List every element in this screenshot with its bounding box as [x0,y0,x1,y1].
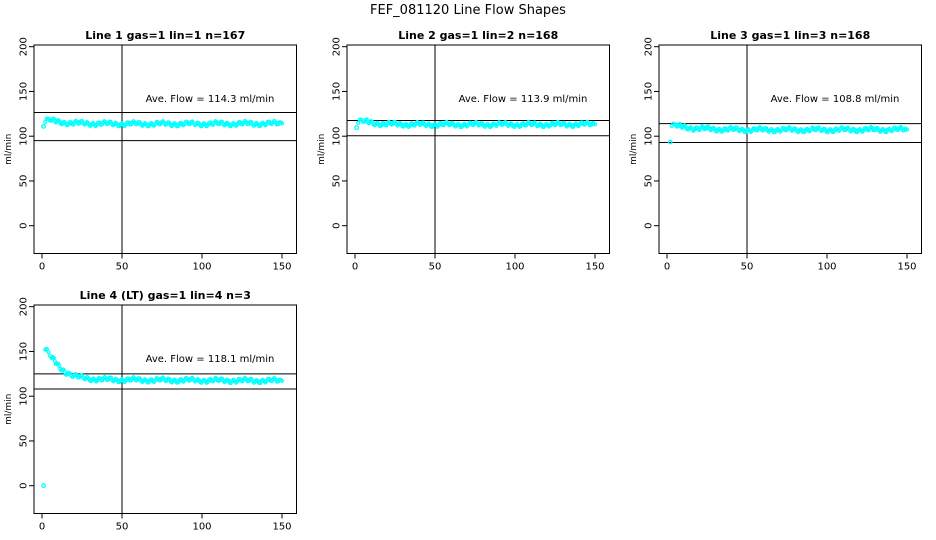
x-tick-label: 150 [585,262,604,273]
panel-plot: Line 1 gas=1 lin=1 n=167 0 50 100 150 0 50 100 1… [4,29,297,273]
y-tick-label: 50 [19,435,30,448]
y-axis-label: ml/min [629,134,639,165]
flow-outlier-point [41,483,47,489]
x-tick-label: 50 [116,522,129,533]
plot-box [33,304,297,514]
panel-title: Line 3 gas=1 lin=3 n=168 [710,29,870,42]
y-tick-label: 0 [332,223,343,229]
x-tick-label: 50 [116,262,129,273]
y-axis-label: ml/min [4,134,14,165]
flow-point [279,378,285,383]
y-tick-label: 50 [332,175,343,188]
x-tick-label: 100 [192,522,211,533]
x-tick-label: 0 [39,262,45,273]
x-tick-label: 0 [39,522,45,533]
y-tick-label: 150 [19,82,30,101]
reference-lines [659,45,922,254]
panel-plot: Line 2 gas=1 lin=2 n=168 0 50 100 150 0 50 100 1… [317,29,610,273]
chart-main-title: FEF_081120 Line Flow Shapes [370,3,566,18]
plot-box [346,44,610,254]
x-tick-label: 100 [817,262,836,273]
ave-flow-annotation: Ave. Flow = 113.9 ml/min [459,94,588,105]
panel-line-2: Line 2 gas=1 lin=2 n=168 0 50 100 150 0 50 100 1… [313,28,623,280]
plot-box [33,44,297,254]
plot-box [658,44,922,254]
data-points [667,121,910,145]
y-tick-label: 200 [19,297,30,316]
y-tick-label: 50 [644,175,655,188]
panel-line-4: Line 4 (LT) gas=1 lin=4 n=3 0 50 100 150 0 50 1… [0,288,310,540]
x-tick-label: 100 [505,262,524,273]
y-tick-label: 100 [644,127,655,146]
ave-flow-annotation: Ave. Flow = 118.1 ml/min [146,354,275,365]
flow-point [44,347,49,352]
panel-line-3: Line 3 gas=1 lin=3 n=168 0 50 100 150 0 50 100 1… [625,28,935,280]
y-tick-label: 0 [19,223,30,229]
flow-point [279,121,285,126]
x-tick-label: 50 [429,262,442,273]
reference-lines [34,45,297,254]
flow-outlier-point [41,123,47,129]
ave-flow-annotation: Ave. Flow = 108.8 ml/min [771,94,900,105]
x-tick-label: 150 [272,522,291,533]
y-axis-label: ml/min [4,394,14,425]
flow-point [46,349,51,355]
y-tick-label: 200 [644,37,655,56]
y-tick-label: 150 [332,82,343,101]
y-tick-label: 50 [19,175,30,188]
panel-title: Line 1 gas=1 lin=1 n=167 [85,29,245,42]
panel-line-1: Line 1 gas=1 lin=1 n=167 0 50 100 150 0 50 100 1… [0,28,310,280]
data-points [41,347,285,489]
x-tick-label: 150 [272,262,291,273]
flow-outlier-point [354,125,360,131]
reference-lines [347,45,610,254]
y-axis-label: ml/min [317,134,327,165]
reference-lines [34,305,297,514]
y-tick-label: 200 [19,37,30,56]
flow-point [356,120,361,125]
y-tick-label: 0 [19,483,30,489]
y-tick-label: 200 [332,37,343,56]
data-points [354,117,598,131]
flow-outlier-point [667,139,673,145]
flow-point [360,119,366,124]
x-tick-label: 150 [897,262,916,273]
flow-point [43,119,48,124]
x-tick-label: 50 [741,262,754,273]
flow-point [904,127,910,132]
panel-plot: Line 4 (LT) gas=1 lin=4 n=3 0 50 100 150 0 50 1… [4,289,297,533]
y-tick-label: 150 [19,342,30,361]
panel-title: Line 2 gas=1 lin=2 n=168 [398,29,558,42]
panel-title: Line 4 (LT) gas=1 lin=4 n=3 [80,289,251,302]
panel-plot: Line 3 gas=1 lin=3 n=168 0 50 100 150 0 50 100 1… [629,29,922,273]
y-tick-label: 100 [19,387,30,406]
y-tick-label: 100 [19,127,30,146]
x-tick-label: 0 [664,262,670,273]
x-tick-label: 100 [192,262,211,273]
flow-point [56,363,62,368]
y-tick-label: 100 [332,127,343,146]
data-points [41,116,285,129]
ave-flow-annotation: Ave. Flow = 114.3 ml/min [146,94,275,105]
y-tick-label: 0 [644,223,655,229]
y-tick-label: 150 [644,82,655,101]
x-tick-label: 0 [352,262,358,273]
flow-point [592,122,598,127]
